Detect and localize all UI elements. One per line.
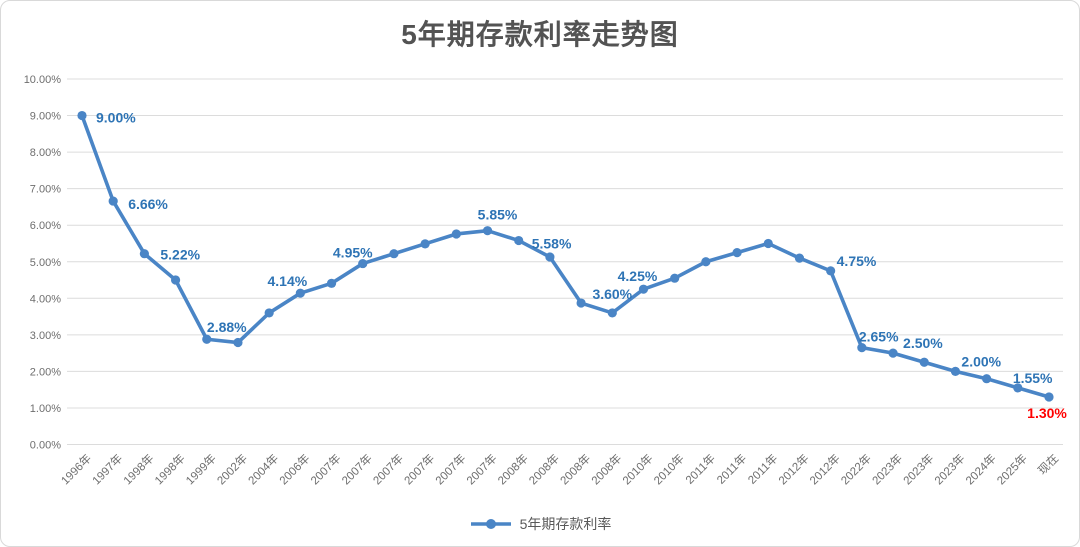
y-axis-tick-label: 4.00% (30, 293, 61, 305)
data-label: 5.22% (160, 247, 200, 263)
x-axis-tick-label: 1998年 (120, 451, 156, 487)
x-axis-tick-label: 2008年 (557, 451, 593, 487)
data-point-marker (295, 288, 305, 298)
data-point-marker (233, 337, 243, 348)
x-axis-tick-label: 2008年 (495, 451, 531, 487)
data-point-marker (77, 110, 87, 121)
data-point-marker (326, 278, 337, 288)
y-axis-tick-label: 1.00% (30, 403, 61, 415)
data-point-marker (670, 273, 680, 283)
data-point-marker (857, 343, 867, 353)
legend: 5年期存款利率 (1, 514, 1079, 534)
x-axis-tick-label: 2007年 (308, 451, 344, 487)
x-axis-tick-label: 2006年 (276, 451, 312, 487)
data-point-marker (794, 253, 805, 263)
data-label-current: 1.30% (1027, 405, 1067, 421)
x-axis-tick-label: 2002年 (214, 451, 250, 487)
y-axis-tick-label: 3.00% (30, 330, 61, 342)
y-axis-tick-label: 6.00% (30, 220, 61, 232)
data-label: 2.50% (903, 335, 943, 351)
data-point-marker (451, 229, 461, 239)
data-point-marker (358, 258, 368, 269)
data-label: 4.14% (268, 273, 308, 289)
rate-line (80, 113, 1051, 399)
data-point-marker (638, 284, 649, 294)
y-axis-tick-label: 5.00% (30, 257, 61, 269)
x-axis-tick-label: 2007年 (339, 451, 375, 487)
data-point-marker (919, 357, 929, 367)
data-point-marker (1013, 383, 1023, 393)
data-point-marker (482, 226, 493, 236)
data-point-marker (576, 298, 586, 308)
x-axis-tick-label: 2007年 (401, 451, 437, 487)
legend-line-marker-icon (470, 519, 511, 529)
data-point-marker (139, 249, 149, 259)
x-axis-tick-label: 1996年 (58, 451, 94, 487)
data-point-marker (1044, 392, 1054, 402)
x-axis-tick-label: 2011年 (714, 451, 750, 487)
data-point-marker (170, 275, 181, 285)
x-axis-tick-label: 2023年 (931, 451, 967, 487)
data-label: 3.60% (592, 286, 632, 302)
data-point-marker (264, 308, 274, 318)
data-point-marker (202, 334, 212, 344)
data-point-marker (888, 348, 898, 358)
data-point-marker (826, 266, 836, 276)
x-axis-tick-label: 2012年 (775, 451, 811, 487)
data-point-marker (732, 248, 742, 258)
data-label: 2.88% (207, 319, 247, 335)
x-axis-tick-label: 2025年 (994, 451, 1030, 487)
data-label: 6.66% (128, 196, 168, 212)
x-axis-tick-label: 2024年 (963, 451, 999, 487)
y-axis-tick-label: 10.00% (24, 74, 62, 86)
y-axis-tick-label: 2.00% (30, 366, 61, 378)
chart-title: 5年期存款利率走势图 (401, 19, 679, 50)
x-axis-tick-label: 2023年 (900, 451, 936, 487)
data-label: 4.95% (333, 245, 373, 261)
y-axis-tick-label: 0.00% (30, 440, 61, 452)
data-point-marker (950, 366, 961, 376)
x-axis-tick-label: 2008年 (526, 451, 562, 487)
data-point-marker (982, 374, 992, 384)
x-axis-tick-label: 1999年 (183, 451, 219, 487)
x-axis-tick-label: 2011年 (682, 451, 718, 487)
x-axis-tick-label: 2007年 (370, 451, 406, 487)
data-point-marker (763, 238, 773, 249)
y-axis-tick-label: 9.00% (30, 111, 61, 123)
data-point-marker (389, 249, 399, 259)
x-axis-tick-label: 1997年 (89, 451, 125, 487)
data-label: 2.00% (961, 353, 1001, 369)
y-axis-tick-label: 7.00% (30, 184, 61, 196)
x-axis-tick-label: 2010年 (619, 451, 655, 487)
data-label: 1.55% (1013, 370, 1053, 386)
data-point-marker (108, 196, 118, 206)
data-label: 9.00% (96, 110, 136, 126)
data-point-marker (701, 257, 711, 267)
x-axis-tick-label: 2011年 (745, 451, 781, 487)
data-point-marker (420, 239, 430, 249)
x-axis-tick-label: 1998年 (152, 451, 188, 487)
legend-label: 5年期存款利率 (519, 516, 612, 532)
data-label: 5.58% (532, 236, 572, 252)
x-axis-tick-label: 2023年 (869, 451, 905, 487)
x-axis-tick-label: 2012年 (807, 451, 843, 487)
x-axis-tick-label: 2007年 (464, 451, 500, 487)
y-axis-tick-label: 8.00% (30, 147, 61, 159)
x-axis-tick-label: 2022年 (838, 451, 874, 487)
data-label: 5.85% (478, 207, 518, 223)
data-point-marker (607, 308, 617, 318)
data-label: 2.65% (859, 329, 899, 345)
x-axis-tick-label: 2004年 (245, 451, 281, 487)
x-axis-tick-label: 现在 (1036, 452, 1061, 477)
data-label: 4.25% (618, 268, 658, 284)
data-label: 4.75% (837, 253, 877, 269)
x-axis-tick-label: 2010年 (651, 451, 687, 487)
x-axis-tick-label: 2008年 (588, 451, 624, 487)
x-axis-tick-label: 2007年 (432, 451, 468, 487)
data-point-marker (545, 252, 555, 262)
data-point-marker (514, 235, 524, 246)
